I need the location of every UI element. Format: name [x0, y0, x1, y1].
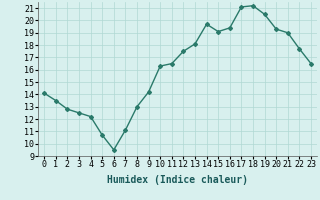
X-axis label: Humidex (Indice chaleur): Humidex (Indice chaleur)	[107, 175, 248, 185]
